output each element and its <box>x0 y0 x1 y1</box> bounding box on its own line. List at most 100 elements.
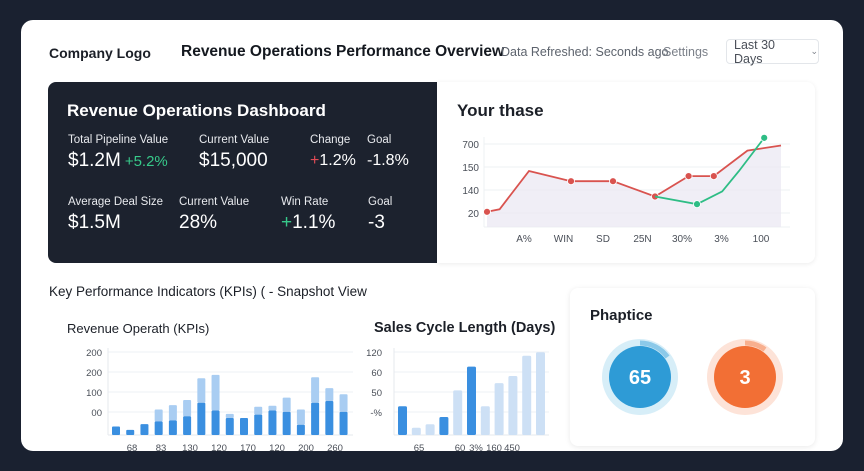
x-tick-label: 100 <box>753 234 770 245</box>
x-tick-label: 450 <box>504 443 520 453</box>
metric-value: -3 <box>368 212 385 233</box>
metric-label: Win Rate <box>281 196 329 208</box>
bar-light <box>508 375 518 435</box>
y-tick-label: 200 <box>86 368 102 379</box>
bar-segment-base <box>268 410 277 435</box>
x-tick-label: 120 <box>211 443 227 453</box>
metric-current-value-2: Current Value 28% <box>179 196 249 234</box>
bar-segment-top <box>282 397 291 412</box>
x-tick-label: 83 <box>156 443 167 453</box>
gauge-fill <box>714 346 776 408</box>
bar-segment-base <box>112 426 120 435</box>
metric-current-value: Current Value $15,000 <box>199 134 269 172</box>
gauge-value: 65 <box>629 367 651 389</box>
bar-segment-base <box>183 416 192 435</box>
line-chart-card: Your thase 700 150 140 20 A% WIN SD 25N 30% 3% 100 <box>437 82 815 263</box>
revenue-dashboard-card: Revenue Operations Dashboard Total Pipel… <box>48 82 437 263</box>
metric-label: Goal <box>368 196 393 208</box>
series-line-red <box>486 144 782 213</box>
x-tick-label: A% <box>516 234 532 245</box>
x-tick-label: 160 <box>486 443 502 453</box>
metric-value: 1.1% <box>292 212 336 233</box>
sales-cycle-chart-title: Sales Cycle Length (Days) <box>374 320 556 336</box>
bar-light <box>494 383 504 435</box>
bar-segment-base <box>311 402 320 435</box>
metric-value: -1.8% <box>367 152 409 169</box>
revenue-bar-chart-title: Revenue Operath (KPIs) <box>67 321 210 336</box>
bar-light <box>522 355 532 435</box>
y-tick-label: 20 <box>468 209 480 220</box>
bar-segment-base <box>339 411 348 435</box>
bar-segment-base <box>211 410 220 435</box>
x-tick-label: 60 <box>455 443 466 453</box>
metric-label: Average Deal Size <box>68 196 164 208</box>
bar-segment-top <box>154 409 163 422</box>
date-range-value: Last 30 Days <box>734 37 776 66</box>
bar-light <box>453 390 463 435</box>
bar-dark <box>467 366 476 435</box>
plus-icon: + <box>310 152 320 169</box>
bar-light <box>480 406 490 435</box>
bar-segment-top <box>325 388 334 401</box>
gauge-progress-arc <box>744 340 767 352</box>
app-window: Company Logo Revenue Operations Performa… <box>21 20 843 453</box>
data-point <box>709 172 718 180</box>
date-range-dropdown[interactable]: Last 30 Days ⌄ <box>726 37 819 66</box>
x-tick-label: SD <box>596 234 610 245</box>
data-point <box>609 177 617 186</box>
bar-segment-base <box>126 429 135 435</box>
y-tick-label: 00 <box>91 408 102 419</box>
bar-segment-top <box>254 406 263 415</box>
metric-value: $1.5M <box>68 212 121 233</box>
y-tick-label: 60 <box>371 368 382 379</box>
bar-segment-top <box>339 394 348 412</box>
bar-segment-top <box>311 377 320 403</box>
x-tick-label: 170 <box>240 443 256 453</box>
area-fill <box>487 145 781 227</box>
gauge-card: Phaptice 65 3 <box>570 288 815 446</box>
y-tick-label: 100 <box>86 388 102 399</box>
company-logo[interactable]: Company Logo <box>49 45 151 61</box>
bar-segment-base <box>240 418 248 435</box>
settings-link[interactable]: Settings <box>663 45 709 59</box>
metric-label: Total Pipeline Value <box>68 134 169 146</box>
metric-value: $15,000 <box>199 150 268 171</box>
x-tick-label: 260 <box>327 443 343 453</box>
gauge-progress-arc <box>639 340 670 359</box>
series-line-green <box>654 137 765 206</box>
bar-segment-top <box>197 378 206 403</box>
gauges: 65 3 <box>602 339 783 415</box>
y-tick-label: 140 <box>462 186 479 197</box>
y-tick-label: -% <box>370 408 382 419</box>
gauge-card-title: Phaptice <box>590 307 653 324</box>
bar-segment-base <box>197 402 206 435</box>
metric-label: Goal <box>367 134 392 146</box>
bar-segment-top <box>183 399 192 417</box>
x-tick-label: 3% <box>469 443 483 453</box>
metric-label: Change <box>310 134 351 146</box>
line-chart: 700 150 140 20 A% WIN SD 25N 30% 3% 100 <box>462 133 790 245</box>
bar-segment-base <box>282 411 291 435</box>
page-title: Revenue Operations Performance Overview <box>181 43 505 60</box>
bar-dark <box>398 406 407 435</box>
metric-average-deal-size: Average Deal Size $1.5M <box>68 196 163 234</box>
bar-light <box>536 352 545 435</box>
x-tick-label: 25N <box>633 234 651 245</box>
x-tick-label: 3% <box>714 234 729 245</box>
bar-segment-base <box>296 424 305 435</box>
refresh-status: Data Refreshed: Seconds ago <box>501 45 669 59</box>
data-point <box>693 200 701 209</box>
bar-segment-base <box>168 420 177 435</box>
bar-segment-top <box>268 405 277 411</box>
bar-segment-top <box>225 413 234 418</box>
chevron-down-icon: ⌄ <box>810 46 818 56</box>
metric-total-pipeline: Total Pipeline Value $1.2M +5.2% <box>68 134 168 172</box>
metric-label: Current Value <box>179 196 250 208</box>
bar-segment-top <box>211 374 220 411</box>
metric-value: 28% <box>179 212 218 233</box>
y-tick-label: 120 <box>366 348 382 359</box>
data-point <box>567 177 575 186</box>
data-point <box>684 172 693 180</box>
metric-value: $1.2M <box>68 150 121 171</box>
metric-win-rate: Win Rate +1.1% <box>281 196 335 234</box>
